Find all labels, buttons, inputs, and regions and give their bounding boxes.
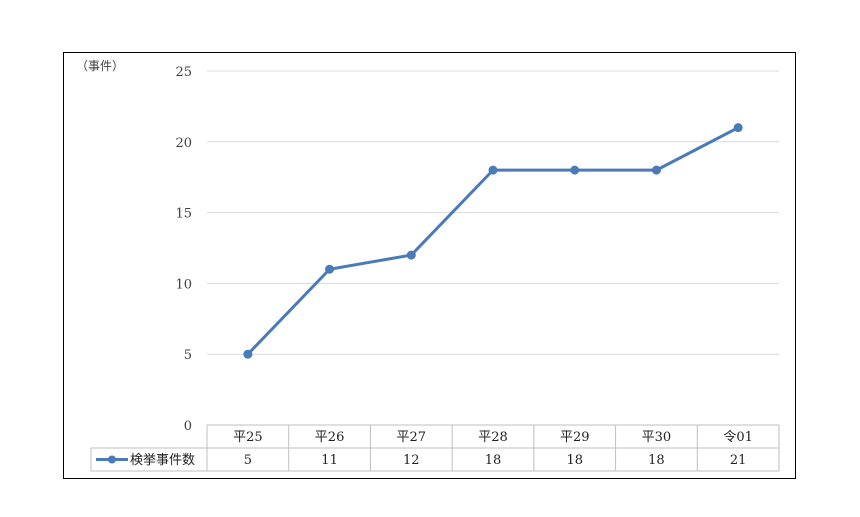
x-category-label: 平26 xyxy=(315,430,345,445)
table-value-cell: 18 xyxy=(648,453,665,468)
table-value-cell: 5 xyxy=(244,453,252,468)
gridlines xyxy=(207,70,779,355)
y-axis-ticks: 0 5 10 15 20 25 xyxy=(175,65,192,434)
x-category-label: 平29 xyxy=(560,430,590,445)
x-category-label: 平27 xyxy=(397,430,427,445)
series-line xyxy=(246,126,739,356)
table-value-cell: 11 xyxy=(321,453,338,468)
x-category-label: 令01 xyxy=(723,430,753,445)
data-point xyxy=(325,264,335,274)
y-tick-label: 0 xyxy=(184,419,192,434)
data-point xyxy=(406,250,416,260)
data-point xyxy=(488,165,498,175)
y-tick-label: 10 xyxy=(175,277,192,292)
table-value-cell: 12 xyxy=(403,453,420,468)
y-axis-unit-label: （事件） xyxy=(76,59,124,73)
data-point xyxy=(243,349,253,359)
y-tick-label: 20 xyxy=(175,136,192,151)
series-line-layer xyxy=(243,123,743,359)
data-point xyxy=(570,165,580,175)
legend-series-name: 検挙事件数 xyxy=(130,453,195,468)
x-category-label: 平28 xyxy=(478,430,508,445)
x-category-label: 平30 xyxy=(642,430,672,445)
line-chart: （事件） 0 5 10 15 20 25 平25 平26 平27 平28 平29 平30 令01 5 11… xyxy=(76,59,780,472)
data-point xyxy=(651,165,661,175)
x-category-label: 平25 xyxy=(233,430,263,445)
table-value-cell: 18 xyxy=(485,453,502,468)
legend-marker xyxy=(108,455,116,464)
y-tick-label: 5 xyxy=(184,348,192,363)
y-tick-label: 25 xyxy=(175,65,192,80)
y-tick-label: 15 xyxy=(175,207,192,222)
data-point xyxy=(733,123,743,133)
chart-frame: （事件） 0 5 10 15 20 25 平25 平26 平27 平28 平29 平30 令01 5 11… xyxy=(63,52,796,479)
data-table: 平25 平26 平27 平28 平29 平30 令01 5 11 12 18 18 18 21 検挙事件数 xyxy=(90,424,780,472)
table-value-cell: 18 xyxy=(566,453,583,468)
table-value-cell: 21 xyxy=(730,453,747,468)
